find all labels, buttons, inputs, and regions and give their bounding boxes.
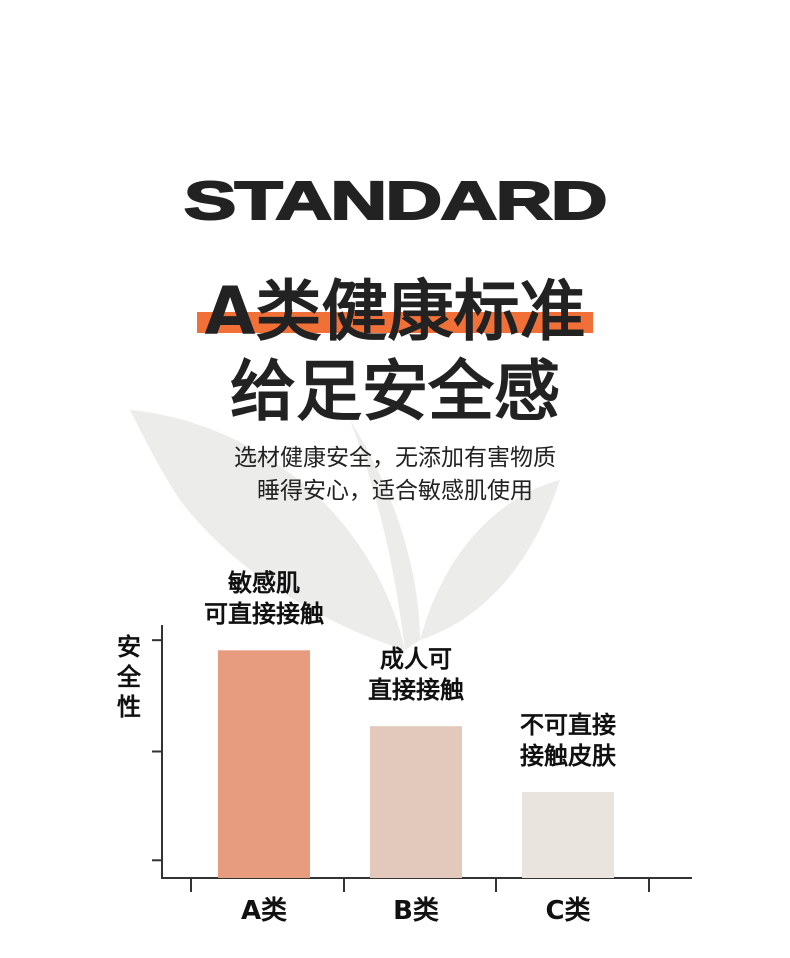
annotation-line: 接触皮肤 [520, 741, 616, 770]
page-title: A类健康标准 [204, 273, 586, 350]
bar-B类 [370, 726, 462, 878]
annotation-line: 成人可 [380, 645, 452, 674]
subtitle-line2: 睡得安心，适合敏感肌使用 [257, 478, 533, 504]
x-tick-label: B类 [393, 896, 439, 926]
bar-annotation: 敏感肌 可直接接触 [174, 568, 354, 630]
x-tick-label: C类 [545, 896, 591, 926]
annotation-line: 敏感肌 [228, 569, 300, 598]
title-highlight-bar [197, 312, 593, 333]
leaf-watermark [130, 410, 560, 650]
x-tick-label: A类 [240, 896, 288, 926]
bar-C类 [522, 791, 614, 878]
annotation-line: 可直接接触 [204, 600, 324, 629]
y-axis-label: 安全性 [117, 633, 141, 721]
eyebrow-standard: STANDARD [183, 170, 609, 232]
bar-A类 [218, 650, 310, 878]
bar-annotation: 成人可 直接接触 [326, 644, 506, 706]
annotation-line: 直接接触 [368, 676, 464, 705]
annotation-line: 不可直接 [520, 710, 616, 739]
bar-annotation: 不可直接 接触皮肤 [478, 710, 658, 772]
page-title-line2: 给足安全感 [230, 353, 560, 430]
subtitle-line1: 选材健康安全，无添加有害物质 [234, 445, 556, 471]
